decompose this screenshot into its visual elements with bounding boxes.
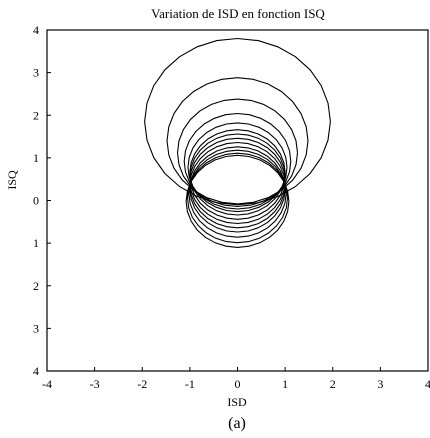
- x-tick-label: -1: [185, 377, 195, 391]
- x-axis: -4 -3 -2 -1 0 1 2 3 4: [42, 367, 430, 391]
- x-tick-label: 0: [235, 377, 241, 391]
- series-circle-8: [189, 137, 286, 225]
- y-tick-label: 2: [33, 279, 39, 293]
- series-circle-3: [176, 98, 299, 208]
- y-tick-label: 4: [33, 364, 39, 378]
- series-circle-12: [186, 152, 289, 244]
- x-tick-label: 4: [425, 377, 430, 391]
- series-circle-4: [183, 112, 292, 210]
- series-circle-11: [188, 149, 287, 238]
- series-circle-5: [187, 122, 288, 213]
- series-circle-1: [144, 37, 331, 206]
- y-tick-label: 2: [33, 108, 39, 122]
- y-axis-label: ISQ: [5, 170, 19, 190]
- x-tick-label: 2: [330, 377, 336, 391]
- y-tick-label: 3: [33, 321, 39, 335]
- x-tick-label: 3: [377, 377, 383, 391]
- series-circle-2: [166, 77, 309, 205]
- x-tick-label: -4: [42, 377, 52, 391]
- plot-frame: [46, 29, 429, 372]
- series-circle-13: [185, 154, 290, 248]
- y-tick-label: 3: [33, 66, 39, 80]
- x-axis-label: ISD: [227, 395, 247, 409]
- figure-caption: (a): [228, 415, 246, 432]
- y-tick-label: 0: [33, 194, 39, 208]
- chart-title: Variation de ISD en fonction ISQ: [151, 6, 325, 21]
- x-tick-label: -2: [137, 377, 147, 391]
- x-tick-label: -3: [90, 377, 100, 391]
- y-tick-label: 1: [33, 151, 39, 165]
- x-tick-label: 1: [282, 377, 288, 391]
- y-tick-label: 1: [33, 236, 39, 250]
- y-tick-label: 4: [33, 23, 39, 37]
- plot-area: [144, 37, 331, 248]
- y-axis: 4 3 2 1 0 1 2 3 4: [33, 23, 51, 378]
